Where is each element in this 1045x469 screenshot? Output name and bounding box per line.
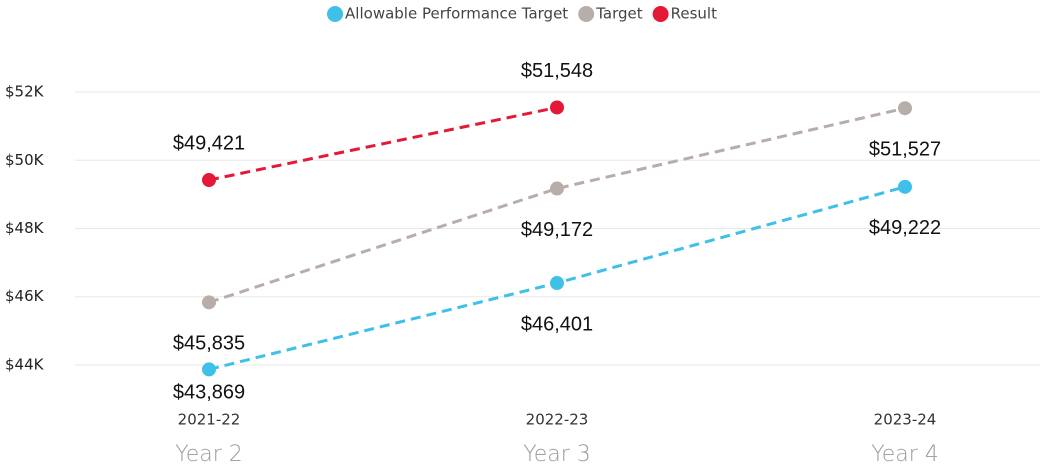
series-line — [208, 106, 558, 182]
legend-label: Target — [595, 5, 643, 23]
legend-marker — [578, 6, 595, 22]
x-group-label: Year 4 — [871, 442, 939, 467]
data-point — [202, 295, 216, 310]
data-label: $51,527 — [869, 138, 941, 160]
data-point — [202, 362, 216, 377]
legend: Allowable Performance Target Target Result — [327, 5, 717, 23]
data-point — [550, 276, 564, 291]
data-label: $51,548 — [521, 60, 593, 82]
data-label: $49,421 — [173, 132, 245, 154]
data-point — [550, 100, 564, 115]
data-label: $45,835 — [173, 333, 245, 355]
y-tick-label: $46K — [5, 287, 45, 305]
x-tick-label: 2021-22 — [178, 411, 241, 429]
y-tick-label: $44K — [5, 355, 45, 373]
data-label: $49,222 — [869, 217, 941, 239]
data-point — [550, 181, 564, 196]
data-point — [898, 179, 912, 194]
legend-marker — [652, 6, 669, 22]
series-line — [208, 106, 906, 304]
data-label: $49,172 — [521, 219, 593, 241]
data-label: $43,869 — [173, 381, 245, 403]
x-tick-label: 2023-24 — [874, 411, 937, 429]
x-group-label: Year 2 — [175, 442, 243, 467]
legend-marker — [327, 6, 344, 22]
x-tick-label: 2022-23 — [526, 411, 589, 429]
x-group-label: Year 3 — [523, 442, 591, 467]
data-point — [202, 173, 216, 188]
legend-label: Result — [671, 5, 717, 23]
legend-label: Allowable Performance Target — [345, 5, 568, 23]
data-point — [898, 101, 912, 116]
y-tick-label: $48K — [5, 219, 45, 237]
data-label: $46,401 — [521, 313, 593, 335]
y-tick-label: $52K — [5, 83, 45, 101]
y-tick-label: $50K — [5, 151, 45, 169]
